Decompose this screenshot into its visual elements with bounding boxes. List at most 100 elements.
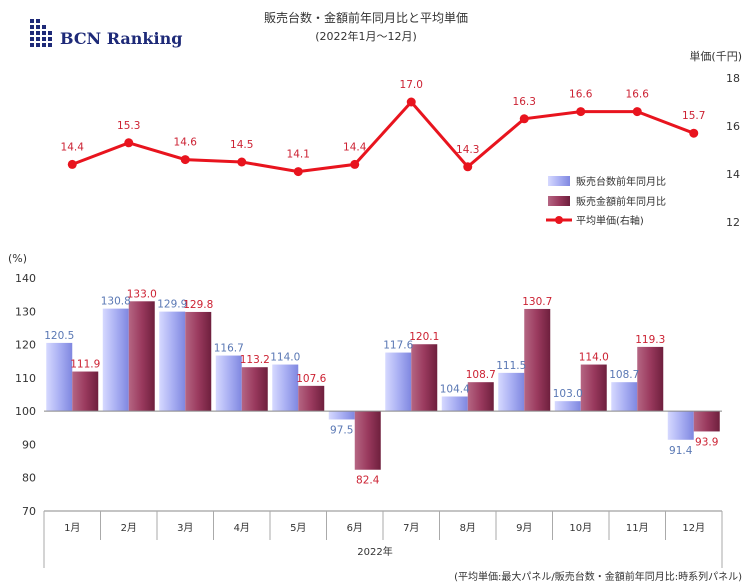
label-amount-3: 129.8	[183, 299, 213, 311]
price-label-9: 16.3	[513, 96, 536, 108]
label-units-3: 129.9	[157, 299, 187, 311]
right-tick-12: 12	[726, 216, 740, 229]
price-point-6	[350, 159, 360, 169]
price-label-6: 14.4	[343, 141, 367, 153]
bar-amount-11	[637, 346, 664, 412]
label-amount-11: 119.3	[635, 334, 665, 346]
category-label-3: 3月	[177, 522, 193, 534]
left-tick-90: 90	[22, 438, 36, 451]
label-units-11: 108.7	[609, 369, 639, 381]
right-tick-18: 18	[726, 72, 740, 85]
price-label-8: 14.3	[456, 144, 479, 156]
label-units-4: 116.7	[214, 343, 244, 355]
label-units-2: 130.8	[101, 296, 131, 308]
legend: 販売台数前年同月比 販売金額前年同月比 平均単価(右軸)	[546, 175, 666, 227]
price-point-5	[293, 167, 303, 177]
left-axis-ticks: 140 130 120 110 100 90 80 70	[15, 272, 36, 518]
left-tick-80: 80	[22, 472, 36, 485]
price-label-10: 16.6	[569, 89, 593, 101]
category-label-11: 11月	[626, 522, 649, 534]
bar-amount-10	[580, 364, 607, 412]
category-label-12: 12月	[682, 522, 705, 534]
right-axis-ticks: 18 16 14 12	[726, 72, 740, 229]
bar-units-12	[667, 411, 694, 440]
bar-amount-6	[354, 411, 381, 470]
category-label-6: 6月	[347, 522, 363, 534]
bar-units-6	[328, 411, 355, 420]
bar-amount-4	[241, 367, 268, 412]
legend-swatch-units	[548, 176, 570, 186]
logo-grid-icon	[30, 19, 52, 47]
logo-text: BCN Ranking	[60, 29, 182, 48]
left-tick-100: 100	[15, 405, 36, 418]
price-label-4: 14.5	[230, 139, 253, 151]
label-amount-6: 82.4	[356, 475, 380, 487]
left-axis-label: (%)	[8, 252, 27, 265]
price-label-7: 17.0	[400, 79, 423, 91]
label-amount-4: 113.2	[240, 354, 270, 366]
label-units-5: 114.0	[270, 352, 300, 364]
bar-units-11	[611, 382, 638, 412]
category-label-10: 10月	[569, 522, 592, 534]
label-amount-1: 111.9	[70, 359, 100, 371]
bar-units-9	[498, 372, 525, 412]
left-tick-120: 120	[15, 339, 36, 352]
label-units-1: 120.5	[44, 330, 74, 342]
price-label-3: 14.6	[174, 137, 198, 149]
bcn-logo: BCN Ranking	[30, 19, 182, 48]
avg-price-points	[67, 97, 699, 177]
bar-units-7	[385, 352, 412, 412]
bar-amount-1	[72, 371, 99, 412]
left-tick-70: 70	[22, 505, 36, 518]
price-point-4	[237, 157, 247, 167]
price-label-2: 15.3	[117, 120, 140, 132]
left-tick-110: 110	[15, 372, 36, 385]
label-amount-5: 107.6	[296, 373, 326, 385]
bar-units-3	[159, 311, 186, 412]
price-label-11: 16.6	[626, 89, 650, 101]
price-label-1: 14.4	[61, 141, 85, 153]
right-axis-label: 単価(千円)	[689, 49, 742, 63]
price-point-10	[576, 107, 586, 117]
label-amount-12: 93.9	[695, 436, 718, 448]
chart-subtitle: (2022年1月～12月)	[315, 29, 417, 43]
legend-swatch-amount	[548, 196, 570, 206]
right-tick-14: 14	[726, 168, 740, 181]
left-tick-130: 130	[15, 305, 36, 318]
bar-amount-8	[467, 382, 494, 412]
category-label-7: 7月	[403, 522, 419, 534]
label-units-12: 91.4	[669, 445, 693, 457]
series-units-bars	[46, 308, 694, 440]
label-units-6: 97.5	[330, 424, 353, 436]
price-point-8	[463, 162, 473, 172]
bar-amount-7	[411, 344, 438, 412]
bar-amount-5	[298, 385, 325, 412]
bar-amount-2	[128, 301, 155, 412]
price-point-1	[67, 159, 77, 169]
category-label-9: 9月	[516, 522, 532, 534]
bar-amount-3	[185, 311, 212, 412]
category-label-5: 5月	[290, 522, 306, 534]
label-units-7: 117.6	[383, 340, 413, 352]
bar-units-8	[441, 396, 468, 412]
label-amount-7: 120.1	[409, 331, 439, 343]
label-amount-2: 133.0	[127, 288, 157, 300]
price-point-3	[180, 155, 190, 165]
series-amount-bars	[72, 301, 720, 470]
category-label-1: 1月	[64, 522, 80, 534]
right-tick-16: 16	[726, 120, 740, 133]
footnote: (平均単価:最大パネル/販売台数・金額前年同月比:時系列パネル)	[454, 570, 742, 583]
price-point-2	[124, 138, 134, 148]
bar-units-5	[272, 364, 299, 412]
bar-amount-9	[524, 308, 551, 412]
label-amount-8: 108.7	[466, 369, 496, 381]
avg-price-labels: 14.4 15.3 14.6 14.5 14.1 14.4 17.0 14.3 16.3 16.6…	[61, 79, 706, 161]
price-point-12	[689, 128, 699, 138]
price-label-5: 14.1	[287, 149, 310, 161]
label-units-8: 104.4	[440, 383, 470, 395]
label-units-9: 111.5	[496, 360, 526, 372]
category-label-4: 4月	[234, 522, 250, 534]
bar-units-4	[215, 355, 242, 412]
